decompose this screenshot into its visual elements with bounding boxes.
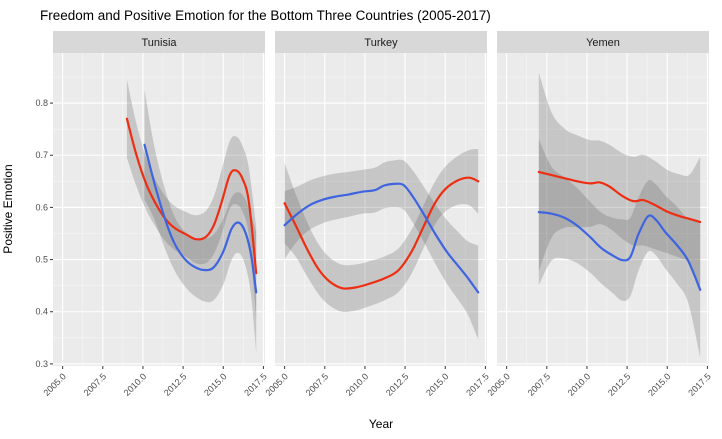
x-tick-label: 2005.0 [41, 371, 68, 398]
x-tick-label: 2012.5 [162, 371, 189, 398]
gridlines-major [275, 53, 487, 366]
y-axis-title: Positive Emotion [1, 164, 15, 253]
facet-strip-label: Yemen [586, 37, 620, 49]
panel-data-area [125, 79, 258, 353]
x-tick-label: 2005.0 [485, 371, 512, 398]
y-tick-label: 0.8 [35, 98, 48, 108]
x-axis-ticks: 2005.0 2007.5 2010.0 2012.5 2015.0 2017.5 [263, 366, 491, 398]
x-tick-label: 2017.5 [242, 371, 269, 398]
gridlines-major [53, 53, 265, 366]
panel-data-area [537, 72, 702, 358]
x-tick-label: 2015.0 [646, 371, 673, 398]
panel-background [275, 53, 487, 366]
x-axis-ticks: 2005.0 2007.5 2010.0 2012.5 2015.0 2017.5 [485, 366, 713, 398]
x-tick-label: 2007.5 [82, 371, 109, 398]
x-tick-label: 2007.5 [304, 371, 331, 398]
x-tick-label: 2005.0 [263, 371, 290, 398]
x-tick-label: 2015.0 [424, 371, 451, 398]
red-trend-line [125, 117, 258, 275]
blue-confidence-band [538, 139, 701, 358]
x-tick-label: 2017.5 [686, 371, 713, 398]
red-confidence-band [538, 72, 701, 288]
gridlines-minor [275, 53, 487, 366]
blue-trend-line [537, 211, 702, 291]
x-tick-label: 2012.5 [384, 371, 411, 398]
x-tick-label: 2012.5 [606, 371, 633, 398]
facet-yemen: Yemen 2005.0 2007.5 2010.0 2012.5 2015.0 2017.… [485, 31, 713, 398]
y-tick-label: 0.3 [35, 359, 48, 369]
facet-strip-label: Tunisia [141, 37, 177, 49]
red-confidence-band [284, 149, 479, 312]
x-tick-label: 2015.0 [202, 371, 229, 398]
blue-trend-line [283, 182, 480, 294]
y-axis: 0.3 0.4 0.5 0.6 0.7 0.8 [35, 98, 53, 369]
facet-strip-yemen [497, 31, 709, 53]
facet-strip-tunisia [53, 31, 265, 53]
x-tick-label: 2010.0 [122, 371, 149, 398]
y-tick-label: 0.7 [35, 150, 48, 160]
panel-background [497, 53, 709, 366]
y-tick-label: 0.5 [35, 255, 48, 265]
y-tick-label: 0.4 [35, 307, 48, 317]
facet-panels: Tunisia 2005.0 2007.5 2010.0 2012.5 2015.0 201… [41, 31, 713, 398]
facet-strip-label: Turkey [364, 37, 398, 49]
facet-tunisia: Tunisia 2005.0 2007.5 2010.0 2012.5 2015.0 201… [41, 31, 269, 398]
facet-strip-turkey [275, 31, 487, 53]
x-axis-ticks: 2005.0 2007.5 2010.0 2012.5 2015.0 2017.5 [41, 366, 269, 398]
x-tick-label: 2017.5 [464, 371, 491, 398]
red-trend-line [537, 170, 702, 224]
x-axis-title: Year [369, 417, 393, 431]
chart-title: Freedom and Positive Emotion for the Bot… [40, 8, 491, 23]
y-tick-label: 0.6 [35, 202, 48, 212]
blue-trend-line [143, 143, 258, 294]
gridlines-minor [497, 53, 709, 366]
blue-confidence-band [284, 159, 479, 340]
gridlines-major [497, 53, 709, 366]
panel-data-area [283, 149, 480, 340]
x-tick-label: 2007.5 [526, 371, 553, 398]
x-tick-label: 2010.0 [344, 371, 371, 398]
x-tick-label: 2010.0 [566, 371, 593, 398]
facet-turkey: Turkey 2005.0 2007.5 2010.0 2012.5 2015.0 2017… [263, 31, 491, 398]
red-trend-line [283, 176, 480, 290]
